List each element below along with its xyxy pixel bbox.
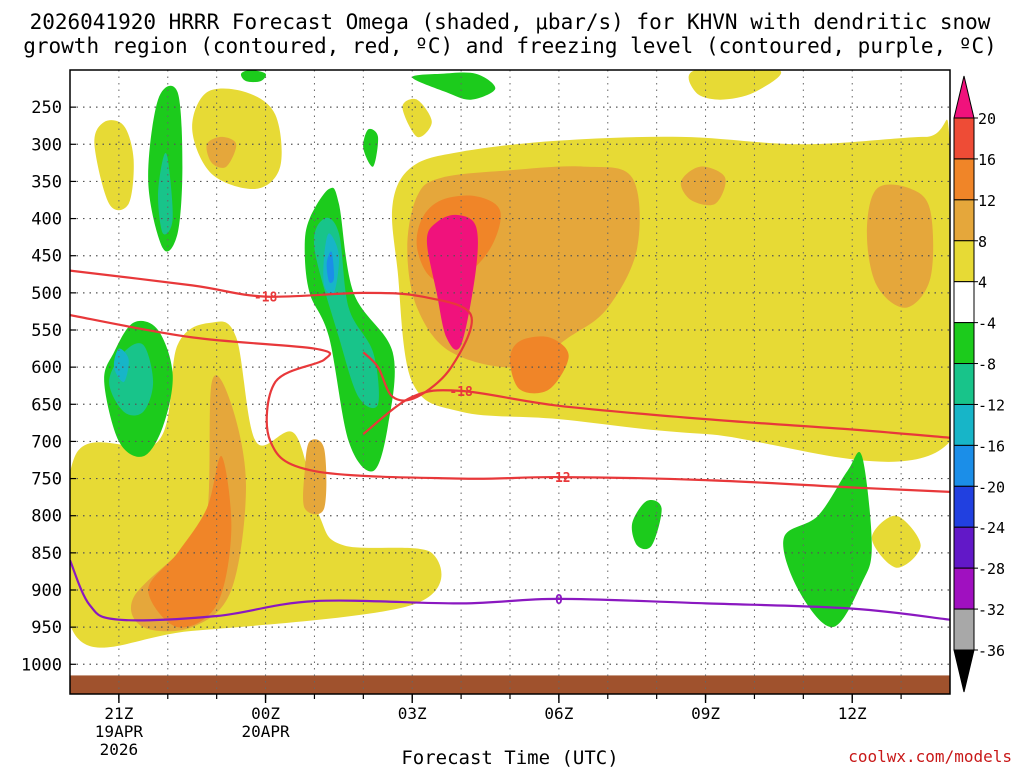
y-tick-label: 750 bbox=[31, 470, 62, 490]
colorbar-label: -36 bbox=[978, 642, 1005, 660]
colorbar-bottom-arrow bbox=[953, 649, 975, 693]
colorbar-label: 4 bbox=[978, 274, 987, 292]
x-tick-date: 20APR bbox=[241, 722, 290, 741]
y-tick-label: 950 bbox=[31, 618, 62, 638]
colorbar-label: -24 bbox=[978, 519, 1005, 537]
colorbar-label: 8 bbox=[978, 233, 987, 251]
contour-line-2 bbox=[70, 314, 950, 493]
y-axis: 250 300 350 400 450 500 550 600 650 700 750 800 850 9… bbox=[21, 98, 76, 675]
colorbar-swatch bbox=[953, 240, 975, 283]
x-tick-date: 19APR bbox=[95, 722, 144, 741]
omega-region-5 bbox=[70, 321, 442, 648]
y-tick-label: 850 bbox=[31, 544, 62, 564]
colorbar-label: -4 bbox=[978, 315, 996, 333]
colorbar-swatch bbox=[953, 322, 975, 365]
colorbar-label: 12 bbox=[978, 192, 996, 210]
y-tick-label: 650 bbox=[31, 395, 62, 415]
colorbar-swatch bbox=[953, 485, 975, 528]
omega-region-14 bbox=[510, 336, 569, 394]
x-tick-label: 03Z bbox=[398, 704, 427, 723]
colorbar-swatch bbox=[953, 281, 975, 324]
terrain-surface bbox=[70, 675, 950, 694]
temperature-contours: -18 -18 -12 0 bbox=[70, 269, 950, 622]
x-axis-label: Forecast Time (UTC) bbox=[401, 747, 618, 768]
y-tick-label: 250 bbox=[31, 98, 62, 118]
omega-region-4 bbox=[402, 98, 432, 138]
y-tick-label: 700 bbox=[31, 432, 62, 452]
omega-region-15 bbox=[148, 456, 232, 628]
omega-region-19 bbox=[240, 70, 267, 83]
colorbar-label: -16 bbox=[978, 437, 1005, 455]
colorbar-swatch bbox=[953, 403, 975, 446]
colorbar-label: 16 bbox=[978, 151, 996, 169]
chart-title-line-2: growth region (contoured, red, ºC) and f… bbox=[23, 34, 997, 58]
chart-title-line-1: 2026041920 HRRR Forecast Omega (shaded, … bbox=[30, 10, 991, 34]
colorbar-swatch bbox=[953, 444, 975, 487]
colorbar-swatch bbox=[953, 117, 975, 160]
x-tick-label: 00Z bbox=[251, 704, 280, 723]
contour-label: -18 bbox=[449, 385, 473, 400]
contour-line-0 bbox=[70, 269, 473, 402]
colorbar-swatch bbox=[953, 363, 975, 405]
omega-region-24 bbox=[783, 451, 872, 628]
omega-region-2 bbox=[94, 120, 134, 211]
contour-label: -18 bbox=[254, 291, 278, 306]
y-tick-label: 350 bbox=[31, 172, 62, 192]
contour-label: 0 bbox=[555, 593, 563, 608]
y-tick-label: 400 bbox=[31, 210, 62, 230]
contour-line-1 bbox=[362, 389, 950, 439]
x-tick-label: 12Z bbox=[838, 704, 867, 723]
omega-region-30 bbox=[326, 251, 335, 283]
colorbar-swatch bbox=[953, 158, 975, 201]
omega-region-12 bbox=[303, 439, 327, 515]
y-tick-label: 300 bbox=[31, 135, 62, 155]
colorbar-label: -32 bbox=[978, 601, 1005, 619]
terrain-layer bbox=[70, 675, 950, 694]
x-tick-label: 09Z bbox=[691, 704, 720, 723]
omega-region-1 bbox=[688, 70, 782, 100]
y-tick-label: 600 bbox=[31, 358, 62, 378]
omega-shading bbox=[70, 70, 950, 648]
contour-line-3 bbox=[70, 559, 950, 622]
omega-region-21 bbox=[363, 128, 379, 167]
gridlines bbox=[70, 70, 950, 694]
y-tick-label: 500 bbox=[31, 284, 62, 304]
credit-link[interactable]: coolwx.com/models bbox=[848, 747, 1012, 766]
x-tick-year: 2026 bbox=[100, 740, 139, 759]
y-tick-label: 900 bbox=[31, 581, 62, 601]
y-tick-label: 800 bbox=[31, 507, 62, 527]
contour-label: -12 bbox=[547, 471, 570, 486]
colorbar-label: -12 bbox=[978, 396, 1005, 414]
omega-region-23 bbox=[631, 499, 662, 550]
colorbar-top-arrow bbox=[953, 75, 975, 119]
y-tick-label: 550 bbox=[31, 321, 62, 341]
omega-region-9 bbox=[866, 184, 934, 308]
colorbar-swatch bbox=[953, 567, 975, 610]
colorbar-label: -28 bbox=[978, 560, 1005, 578]
omega-region-29 bbox=[113, 348, 129, 383]
colorbar-swatch bbox=[953, 526, 975, 569]
y-tick-label: 1000 bbox=[21, 655, 62, 675]
omega-region-8 bbox=[680, 166, 726, 206]
omega-region-3 bbox=[192, 88, 282, 190]
omega-region-20 bbox=[412, 72, 496, 100]
x-tick-label: 21Z bbox=[104, 704, 133, 723]
colorbar: 20 16 12 8 4 -4 -8 -12 -16 -20 -24 -28 -32 -36 bbox=[953, 75, 1005, 693]
omega-region-16 bbox=[426, 214, 478, 350]
colorbar-swatch bbox=[953, 608, 975, 651]
colorbar-label: -8 bbox=[978, 356, 996, 374]
omega-region-26 bbox=[158, 153, 173, 235]
omega-region-6 bbox=[871, 515, 921, 568]
x-tick-label: 06Z bbox=[544, 704, 573, 723]
colorbar-label: 20 bbox=[978, 110, 996, 128]
colorbar-label: -20 bbox=[978, 478, 1005, 496]
y-tick-label: 450 bbox=[31, 247, 62, 267]
colorbar-swatch bbox=[953, 199, 975, 242]
